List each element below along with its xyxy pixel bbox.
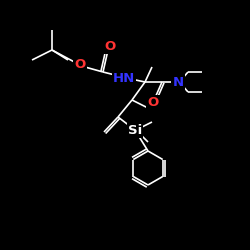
Text: Si: Si [128, 124, 142, 136]
Text: O: O [74, 58, 86, 71]
Text: N: N [172, 76, 184, 88]
Text: O: O [148, 96, 159, 110]
Text: O: O [104, 40, 116, 52]
Text: HN: HN [113, 72, 135, 85]
